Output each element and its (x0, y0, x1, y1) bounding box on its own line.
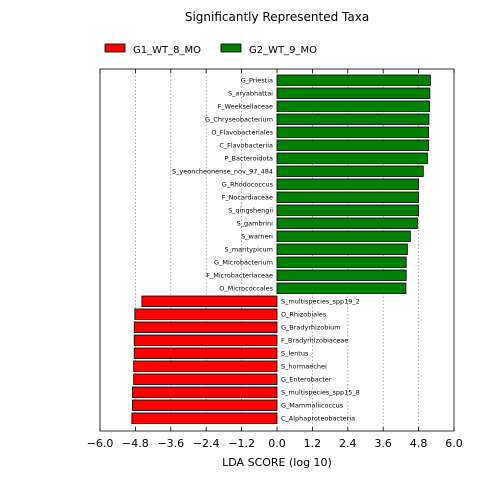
bar (134, 308, 278, 320)
bar-label: S_multispecies_spp19_2 (281, 298, 360, 306)
bar (276, 74, 431, 86)
bar (276, 87, 431, 99)
x-tick-label: 1.2 (304, 437, 322, 450)
bar (276, 139, 430, 151)
bar (141, 295, 278, 307)
legend: G1_WT_8_MO G2_WT_9_MO (104, 43, 317, 56)
x-tick-label: 4.8 (410, 437, 428, 450)
bar-label: S_yeoncheonense_nov_97_484 (172, 168, 273, 176)
bar-label: G_Enterobacter (281, 376, 332, 384)
bar-label: S_gambrini (237, 220, 274, 228)
bar-label: S_lentus (281, 350, 309, 358)
x-tick-label: 6.0 (445, 437, 463, 450)
x-tick-label: −2.4 (193, 437, 220, 450)
chart-title: Significantly Represented Taxa (185, 10, 369, 24)
bar (276, 282, 407, 294)
bar (276, 126, 430, 138)
bar-label: G_Mammaliicoccus (281, 402, 344, 410)
bar-label: F_Bradyrhizobiaceae (281, 337, 348, 345)
bar-label: C_Flavobacteriia (219, 142, 273, 150)
x-axis-ticks: −6.0 −4.8 −3.6 −2.4 −1.2 0.0 1.2 2.4 3.6 4.8 6.0 (87, 69, 463, 450)
bar (276, 178, 420, 190)
bar (133, 347, 278, 359)
legend-label-g1: G1_WT_8_MO (133, 45, 201, 56)
x-tick-label: 2.4 (339, 437, 357, 450)
bar-label: S_aryabhattai (228, 90, 273, 98)
bar-label: G_Rhodococcus (222, 181, 274, 189)
bar (133, 373, 278, 385)
bar-label: O_Rhizobiales (281, 311, 327, 319)
bar-label: O_Flavobacteriales (211, 129, 273, 137)
bar (132, 386, 278, 398)
bar-label: G_Priestia (241, 77, 273, 85)
x-tick-label: −1.2 (228, 437, 255, 450)
bar-label: S_maritypicum (224, 246, 273, 254)
bar (276, 100, 430, 112)
bar (276, 165, 424, 177)
x-tick-label: −6.0 (87, 437, 114, 450)
bar-label: G_Bradyrhizobium (281, 324, 341, 332)
bar-label: F_Nocardiaceae (222, 194, 273, 202)
bar-label: P_Bacteroidota (224, 155, 273, 163)
bar (132, 399, 278, 411)
bar-label: S_warneri (241, 233, 273, 241)
bars (131, 74, 431, 424)
bar (276, 152, 428, 164)
bar-label: S_qingshengii (228, 207, 273, 215)
bar-label: C_Alphaproteobacteria (281, 415, 355, 423)
bar-label: O_Micrococcales (219, 285, 273, 293)
legend-swatch-g1 (104, 43, 126, 53)
bar (133, 360, 278, 372)
bar (133, 321, 278, 333)
bar (133, 334, 278, 346)
bar (276, 204, 420, 216)
bar (276, 230, 411, 242)
legend-label-g2: G2_WT_9_MO (249, 45, 317, 56)
bar-label: G_Chryseobacterium (205, 116, 273, 124)
bar (276, 113, 430, 125)
bar (276, 256, 407, 268)
plot-frame (99, 68, 455, 432)
x-tick-label: 3.6 (374, 437, 392, 450)
bar (276, 243, 408, 255)
bar (276, 217, 418, 229)
bar (131, 412, 278, 424)
bar-label: S_hormaechei (281, 363, 327, 371)
bar-label: G_Microbacterium (214, 259, 273, 267)
x-tick-label: −3.6 (157, 437, 184, 450)
x-tick-label: 0.0 (268, 437, 286, 450)
bar-label: F_Microbacteriaceae (206, 272, 273, 280)
legend-swatch-g2 (220, 43, 242, 53)
x-axis-label: LDA SCORE (log 10) (222, 456, 332, 469)
bar (276, 191, 420, 203)
bar (276, 269, 407, 281)
bar-labels: G_Priestia S_aryabhattai F_Weeksellaceae G_… (172, 77, 360, 423)
x-tick-label: −4.8 (122, 437, 149, 450)
bar-label: F_Weeksellaceae (218, 103, 273, 111)
bar-label: S_multispecies_spp15_8 (281, 389, 360, 397)
